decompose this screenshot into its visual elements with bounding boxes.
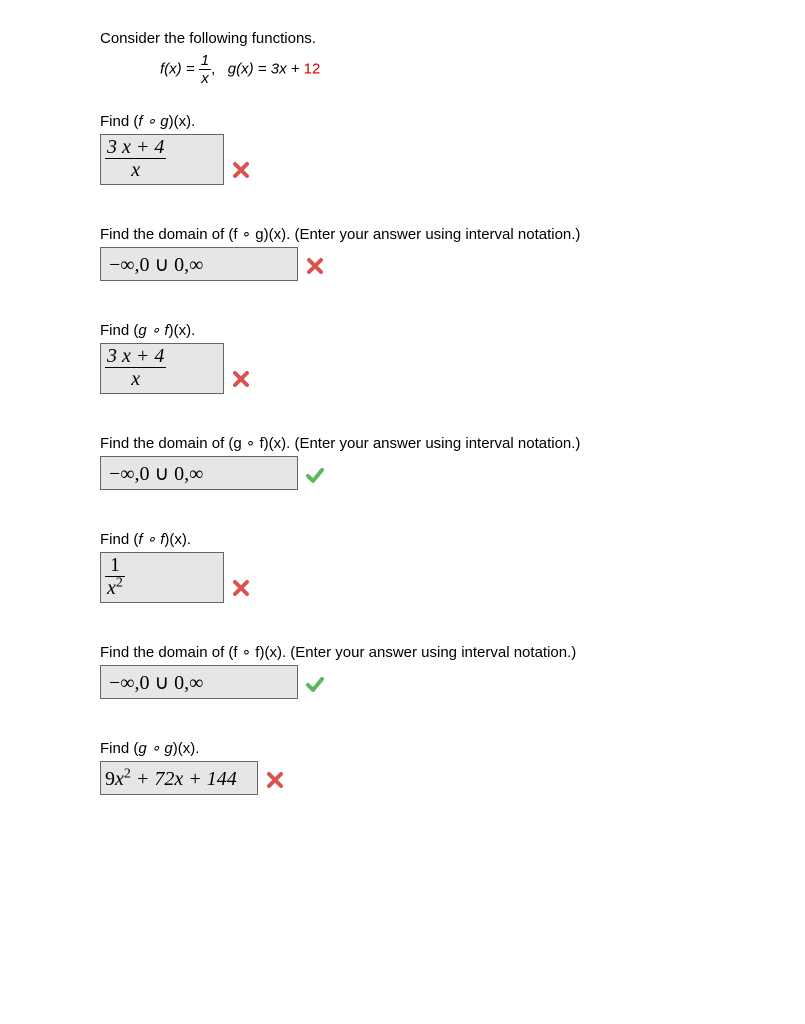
q4-answer-input[interactable]: −∞,0 ∪ 0,∞ bbox=[100, 456, 298, 490]
q7-prompt-comp: g ∘ g bbox=[138, 740, 172, 757]
q7-mark-icon bbox=[266, 771, 284, 789]
q6-mark-icon bbox=[306, 675, 324, 693]
q1-answer-row: 3 x + 4 x bbox=[100, 134, 805, 185]
q3-prompt-comp: g ∘ f bbox=[138, 322, 168, 339]
q7-answer-row: 9x2 + 72x + 144 bbox=[100, 761, 805, 795]
fx-numerator: 1 bbox=[199, 53, 211, 70]
q7-prompt-before: Find ( bbox=[100, 740, 138, 757]
q1-prompt-after: )(x). bbox=[169, 113, 196, 130]
q1-prompt: Find (f ∘ g)(x). bbox=[100, 112, 805, 130]
q5-prompt-comp: f ∘ f bbox=[138, 531, 164, 548]
q6-answer-text: −∞,0 ∪ 0,∞ bbox=[109, 673, 203, 693]
q4-answer-row: −∞,0 ∪ 0,∞ bbox=[100, 456, 805, 490]
fx-denominator: x bbox=[199, 70, 211, 86]
q6-answer-row: −∞,0 ∪ 0,∞ bbox=[100, 665, 805, 699]
q6-prompt: Find the domain of (f ∘ f)(x). (Enter yo… bbox=[100, 643, 805, 661]
q1-prompt-before: Find ( bbox=[100, 113, 138, 130]
q2-prompt: Find the domain of (f ∘ g)(x). (Enter yo… bbox=[100, 225, 805, 243]
q5-answer-row: 1 x2 bbox=[100, 552, 805, 603]
q1-answer-den: x bbox=[105, 159, 166, 180]
q1-prompt-comp: f ∘ g bbox=[138, 113, 168, 130]
q4-prompt: Find the domain of (g ∘ f)(x). (Enter yo… bbox=[100, 434, 805, 452]
q5-prompt-before: Find ( bbox=[100, 531, 138, 548]
q3-prompt-before: Find ( bbox=[100, 322, 138, 339]
q3-answer-input[interactable]: 3 x + 4 x bbox=[100, 343, 224, 394]
q1-mark-icon bbox=[232, 161, 250, 179]
q3-answer-row: 3 x + 4 x bbox=[100, 343, 805, 394]
problem-intro: Consider the following functions. bbox=[100, 30, 805, 47]
q1-answer-fraction: 3 x + 4 x bbox=[105, 137, 166, 180]
q4-answer-text: −∞,0 ∪ 0,∞ bbox=[109, 464, 203, 484]
q3-answer-den: x bbox=[105, 368, 166, 389]
q5-prompt-after: )(x). bbox=[164, 531, 191, 548]
q5-prompt: Find (f ∘ f)(x). bbox=[100, 530, 805, 548]
q2-answer-input[interactable]: −∞,0 ∪ 0,∞ bbox=[100, 247, 298, 281]
q7-answer-input[interactable]: 9x2 + 72x + 144 bbox=[100, 761, 258, 795]
q3-prompt: Find (g ∘ f)(x). bbox=[100, 321, 805, 339]
q2-mark-icon bbox=[306, 257, 324, 275]
q7-prompt: Find (g ∘ g)(x). bbox=[100, 739, 805, 757]
q6-answer-input[interactable]: −∞,0 ∪ 0,∞ bbox=[100, 665, 298, 699]
q3-prompt-after: )(x). bbox=[169, 322, 196, 339]
q3-mark-icon bbox=[232, 370, 250, 388]
q5-answer-num: 1 bbox=[105, 555, 125, 577]
q3-answer-num: 3 x + 4 bbox=[105, 346, 166, 368]
fx-separator: , bbox=[211, 60, 215, 77]
q1-answer-num: 3 x + 4 bbox=[105, 137, 166, 159]
gx-linear-part: 3x + bbox=[271, 60, 304, 77]
q5-answer-fraction: 1 x2 bbox=[105, 555, 125, 598]
fx-label: f(x) = bbox=[160, 60, 199, 77]
fx-fraction: 1x bbox=[199, 53, 211, 86]
q2-answer-text: −∞,0 ∪ 0,∞ bbox=[109, 255, 203, 275]
q5-mark-icon bbox=[232, 579, 250, 597]
q5-answer-den: x2 bbox=[105, 577, 125, 598]
gx-constant: 12 bbox=[304, 60, 321, 77]
q7-answer-text: 9x2 + 72x + 144 bbox=[105, 769, 237, 789]
q4-mark-icon bbox=[306, 466, 324, 484]
q3-answer-fraction: 3 x + 4 x bbox=[105, 346, 166, 389]
q2-answer-row: −∞,0 ∪ 0,∞ bbox=[100, 247, 805, 281]
gx-label: g(x) = bbox=[228, 60, 271, 77]
q1-answer-input[interactable]: 3 x + 4 x bbox=[100, 134, 224, 185]
q7-prompt-after: )(x). bbox=[173, 740, 200, 757]
function-definitions: f(x) = 1x, g(x) = 3x + 12 bbox=[100, 53, 805, 86]
q5-answer-input[interactable]: 1 x2 bbox=[100, 552, 224, 603]
